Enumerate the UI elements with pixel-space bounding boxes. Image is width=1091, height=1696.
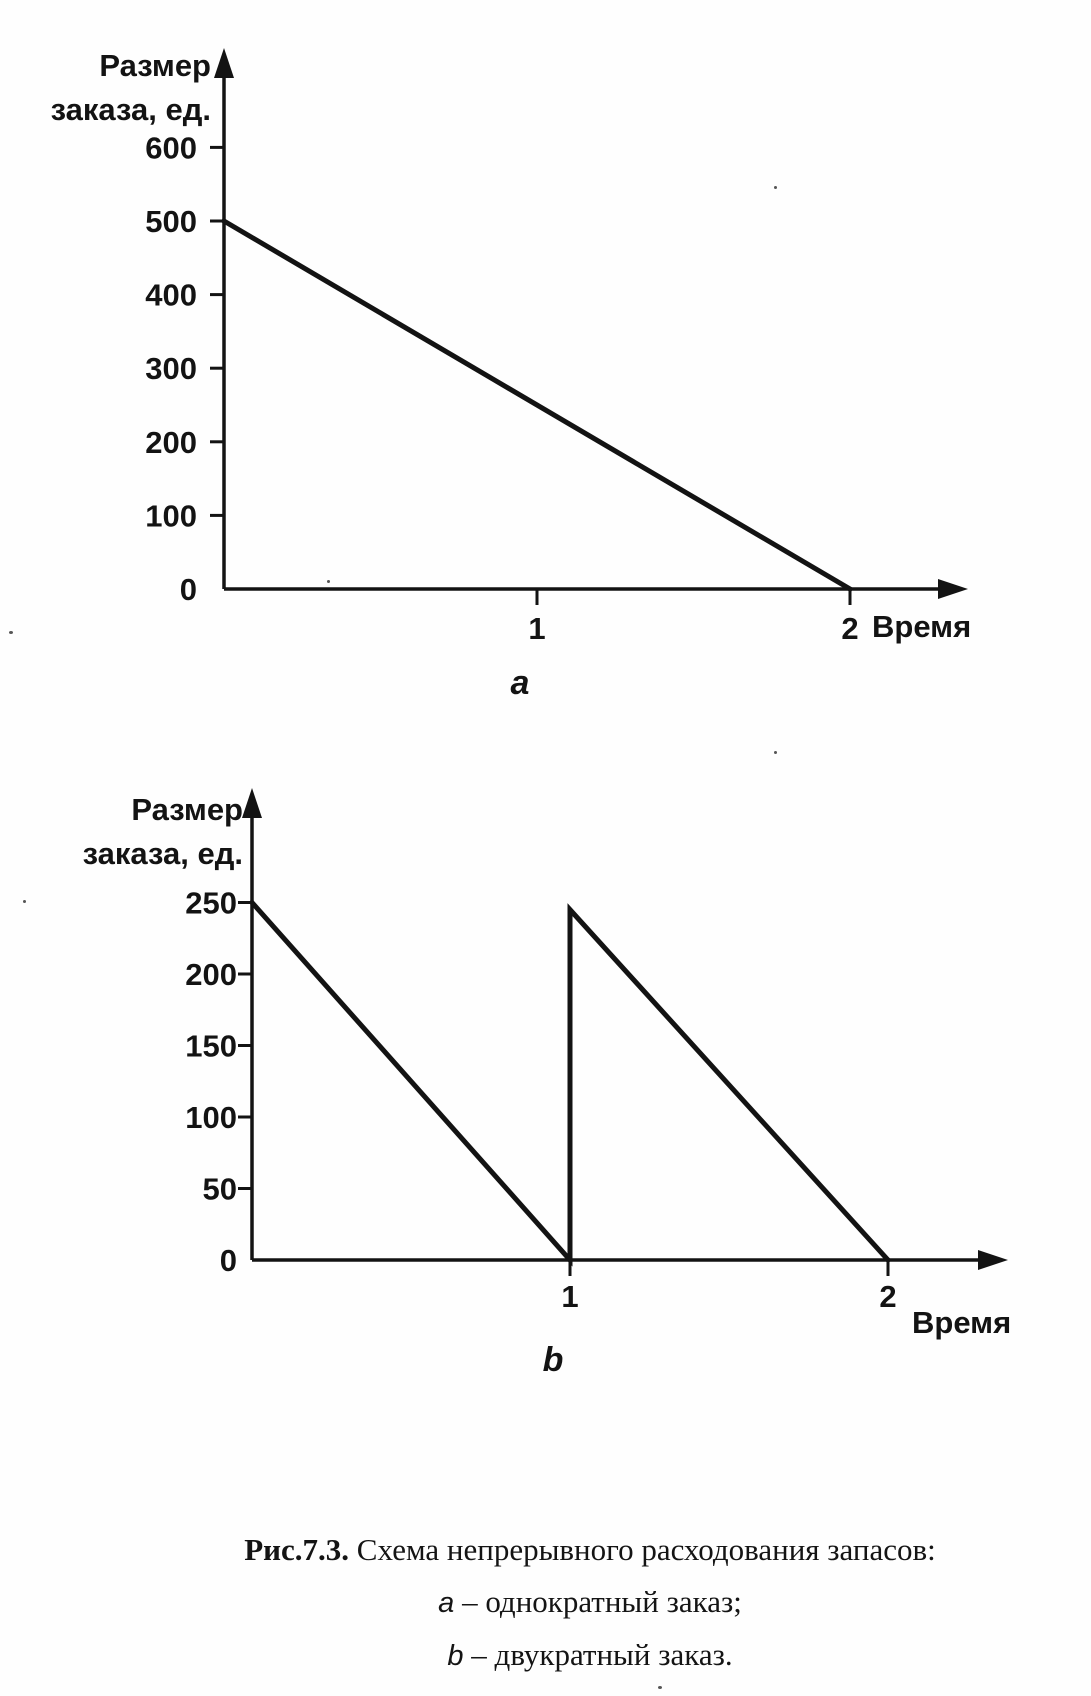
- scan-speck: [658, 1686, 662, 1689]
- y-tick-label-500: 500: [145, 204, 197, 239]
- figure-number: Рис.7.3.: [244, 1532, 350, 1567]
- x-axis-title: Время: [872, 609, 971, 644]
- series-inventory-level: [248, 898, 892, 1267]
- scan-speck: [9, 631, 13, 634]
- y-axis-title-line-2: заказа, ед.: [51, 92, 211, 127]
- x-tick-label-1: 1: [561, 1279, 578, 1314]
- y-tick-label-150: 150: [185, 1029, 237, 1064]
- caption-line-a: а – однократный заказ;: [90, 1576, 1090, 1629]
- y-tick-label-200: 200: [185, 957, 237, 992]
- caption-title: Схема непрерывного расходования запасов:: [356, 1532, 936, 1567]
- y-tick-label-200: 200: [145, 425, 197, 460]
- series-inventory-level: [220, 217, 854, 593]
- y-tick-label-400: 400: [145, 278, 197, 313]
- x-tick-label-2: 2: [841, 611, 858, 646]
- figure-caption: Рис.7.3. Схема непрерывного расходования…: [90, 1524, 1090, 1682]
- scan-speck: [327, 580, 330, 583]
- caption-text-b: – двукратный заказ.: [471, 1637, 733, 1672]
- y-axis-title-line-2: заказа, ед.: [83, 836, 243, 871]
- caption-letter-a: а: [438, 1587, 455, 1619]
- y-tick-label-0: 0: [220, 1243, 237, 1278]
- caption-line-b: b – двукратный заказ.: [90, 1629, 1090, 1682]
- y-tick-label-100: 100: [185, 1100, 237, 1135]
- x-axis-arrow-icon: [938, 579, 968, 599]
- x-axis-title: Время: [912, 1305, 1011, 1340]
- scan-speck: [23, 900, 26, 903]
- y-axis-title-line-1: Размер: [131, 792, 243, 827]
- panel-label-a: a: [511, 664, 530, 702]
- y-axis-arrow-icon: [242, 788, 262, 818]
- y-tick-label-100: 100: [145, 498, 197, 533]
- y-axis-title-line-1: Размер: [99, 48, 211, 83]
- y-tick-label-300: 300: [145, 351, 197, 386]
- y-tick-label-0: 0: [180, 572, 197, 607]
- y-axis-arrow-icon: [214, 48, 234, 78]
- caption-line-main: Рис.7.3. Схема непрерывного расходования…: [90, 1524, 1090, 1576]
- panel-label-b: b: [543, 1341, 564, 1379]
- scan-speck: [774, 186, 777, 189]
- y-tick-label-250: 250: [185, 886, 237, 921]
- x-axis-arrow-icon: [978, 1250, 1008, 1270]
- y-tick-label-600: 600: [145, 130, 197, 165]
- x-tick-label-2: 2: [879, 1279, 896, 1314]
- scan-speck: [774, 751, 777, 754]
- caption-letter-b: b: [447, 1640, 464, 1672]
- x-tick-label-1: 1: [528, 611, 545, 646]
- y-tick-label-50: 50: [203, 1172, 237, 1207]
- caption-text-a: – однократный заказ;: [462, 1584, 742, 1619]
